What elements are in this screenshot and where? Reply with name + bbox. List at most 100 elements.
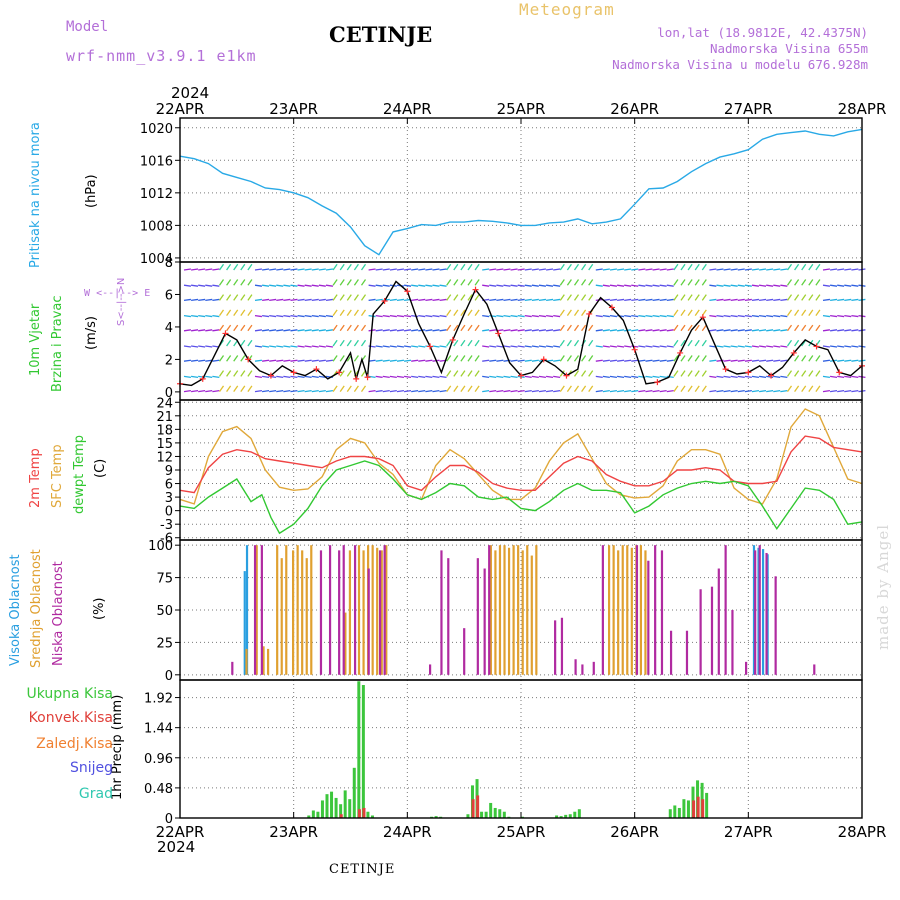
wind-barb xyxy=(723,284,731,287)
wind-barb xyxy=(531,268,539,271)
cloud-bar xyxy=(305,558,308,675)
wind-barb xyxy=(276,329,284,332)
wind-barb xyxy=(751,329,760,332)
wind-barb xyxy=(624,268,632,271)
model-name: wrf-nmm_v3.9.1 e1km xyxy=(66,47,257,65)
wind-barb xyxy=(588,263,594,271)
wind-barb xyxy=(290,268,298,271)
wind-barb xyxy=(837,375,845,379)
wind-barb xyxy=(659,345,667,348)
wind-barb xyxy=(404,329,412,332)
wind-barb xyxy=(573,355,580,362)
cloud-bar xyxy=(328,545,332,675)
wind-barb xyxy=(198,284,206,287)
wind-barb xyxy=(212,375,220,379)
wind-barb xyxy=(304,329,312,332)
wind-barb xyxy=(851,389,859,393)
wind-barb xyxy=(339,370,345,377)
precip-bar xyxy=(366,811,370,818)
wind-barb xyxy=(269,298,277,302)
meteogram-title: Meteogram xyxy=(519,0,615,19)
wind-barb xyxy=(517,298,525,302)
wind-barb xyxy=(205,375,213,379)
wind-barb xyxy=(822,284,831,287)
wind-barb xyxy=(304,314,312,318)
wind-gust-mark xyxy=(267,372,274,379)
wind-barb xyxy=(801,263,807,271)
wind-barb xyxy=(368,389,376,393)
wind-barb xyxy=(624,389,632,393)
wind-barb xyxy=(489,345,497,348)
wind-barb xyxy=(467,263,473,271)
wind-barb xyxy=(581,279,587,286)
wind-barb xyxy=(602,389,610,393)
wind-barb xyxy=(346,370,352,377)
wind-barb xyxy=(205,284,213,287)
wind-barb xyxy=(297,298,305,302)
wind-barb xyxy=(822,268,831,271)
wind-barb xyxy=(801,294,807,301)
wind-barb xyxy=(489,284,497,287)
y-tick-label: 1.44 xyxy=(144,722,173,737)
wind-barb xyxy=(467,309,473,316)
wind-barb xyxy=(701,263,707,271)
data-layer xyxy=(177,128,865,818)
wind-barb xyxy=(375,345,383,348)
wind-barb xyxy=(766,359,774,362)
cloud-bar xyxy=(758,545,761,675)
wind-barb xyxy=(673,324,679,332)
wind-barb xyxy=(269,345,277,348)
wind-barb xyxy=(851,268,859,271)
wind-barb xyxy=(709,389,717,393)
wind-barb xyxy=(191,329,199,332)
wind-barb xyxy=(290,345,298,348)
wind-barb xyxy=(205,389,213,393)
wind-barb xyxy=(609,329,618,332)
wind-barb xyxy=(744,359,752,362)
wind-gust-mark xyxy=(518,372,524,379)
location-coords: lon,lat (18.9812E, 42.4375N) xyxy=(657,25,868,40)
wind-barb xyxy=(489,375,497,379)
wind-barb xyxy=(233,294,239,301)
wind-barb xyxy=(730,375,738,379)
wind-barb xyxy=(226,279,232,286)
wind-barb xyxy=(701,294,707,301)
wind-barb xyxy=(467,294,473,301)
wind-barb xyxy=(744,298,752,302)
wind-barb xyxy=(766,268,774,271)
y-tick-label: 2 xyxy=(165,353,173,368)
wind-barb xyxy=(311,284,319,287)
wind-barb xyxy=(467,385,473,392)
wind-barb xyxy=(496,345,504,348)
wind-barb xyxy=(290,298,298,302)
wind-barb xyxy=(404,389,412,393)
wind-barb xyxy=(694,370,700,377)
wind-barb xyxy=(844,329,852,332)
wind-barb xyxy=(815,309,821,316)
wind-barb xyxy=(759,375,767,379)
wind-barb xyxy=(311,345,319,348)
wind-barb xyxy=(432,268,440,271)
date-label-bottom: 22APR xyxy=(156,823,205,841)
wind-barb xyxy=(375,268,383,271)
wind-barb xyxy=(339,324,345,332)
wind-barb xyxy=(680,263,686,271)
wind-barb xyxy=(531,284,539,287)
wind-barb xyxy=(546,345,554,348)
wind-barb xyxy=(439,284,447,287)
cloud-bar xyxy=(483,568,486,675)
wind-barb xyxy=(389,345,397,348)
cloud-bar xyxy=(362,550,365,675)
wind-barb xyxy=(531,298,539,302)
wind-barb xyxy=(559,279,565,286)
wind-barb xyxy=(716,298,724,302)
wind-barb xyxy=(744,389,752,393)
cloud-bar xyxy=(245,545,249,675)
wind-barb xyxy=(786,279,793,286)
wind-barb xyxy=(701,355,707,362)
wind-barb xyxy=(701,385,707,392)
wind-barb xyxy=(723,298,731,302)
wind-barb xyxy=(602,375,610,379)
wind-barb xyxy=(517,389,525,393)
wind-barb xyxy=(218,324,225,332)
